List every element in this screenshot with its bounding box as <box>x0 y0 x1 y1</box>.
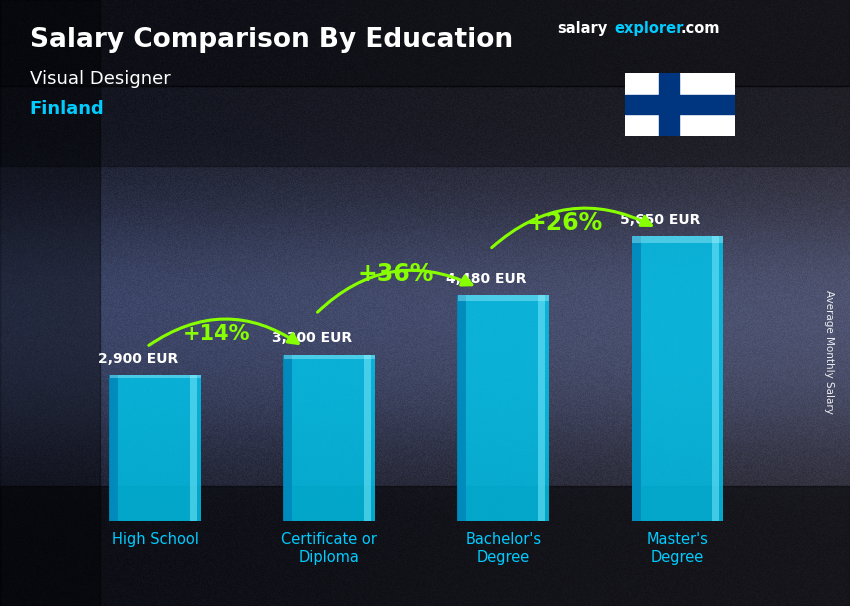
Text: Average Monthly Salary: Average Monthly Salary <box>824 290 834 413</box>
Bar <box>712 236 719 521</box>
Bar <box>632 236 641 521</box>
Text: 4,480 EUR: 4,480 EUR <box>446 272 526 286</box>
Bar <box>0 0 100 606</box>
Text: salary: salary <box>557 21 607 36</box>
Bar <box>458 295 549 521</box>
Bar <box>538 295 545 521</box>
Bar <box>284 355 375 359</box>
Text: Finland: Finland <box>30 100 105 118</box>
Text: 2,900 EUR: 2,900 EUR <box>98 351 178 365</box>
Text: +36%: +36% <box>357 262 434 285</box>
Bar <box>632 236 723 243</box>
Text: Salary Comparison By Education: Salary Comparison By Education <box>30 27 513 53</box>
Bar <box>659 73 679 136</box>
Text: 5,650 EUR: 5,650 EUR <box>620 213 700 227</box>
Bar <box>190 375 197 521</box>
Text: 3,300 EUR: 3,300 EUR <box>272 331 352 345</box>
Bar <box>0 86 850 166</box>
Text: +14%: +14% <box>183 324 250 344</box>
Bar <box>109 375 118 521</box>
Bar <box>0 0 850 86</box>
Bar <box>457 295 467 521</box>
Text: Visual Designer: Visual Designer <box>30 70 171 88</box>
Bar <box>110 375 201 378</box>
Bar <box>283 355 292 521</box>
Text: explorer: explorer <box>615 21 684 36</box>
Bar <box>632 236 723 521</box>
Bar <box>364 355 371 521</box>
Text: .com: .com <box>681 21 720 36</box>
Bar <box>0 486 850 606</box>
Bar <box>458 295 549 301</box>
Bar <box>284 355 375 521</box>
Bar <box>625 95 735 115</box>
Text: +26%: +26% <box>526 211 603 235</box>
Bar <box>110 375 201 521</box>
